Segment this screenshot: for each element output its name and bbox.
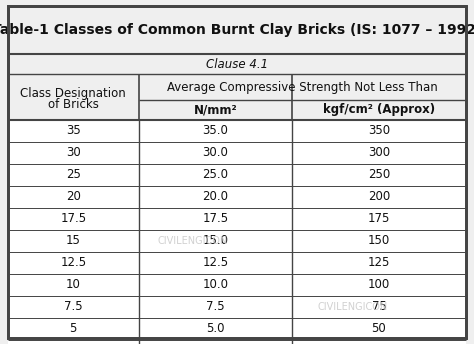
Bar [8, 252, 138, 274]
Text: 12.5: 12.5 [202, 257, 228, 269]
Bar [8, 142, 138, 164]
Text: 100: 100 [368, 279, 390, 291]
Text: 125: 125 [368, 257, 390, 269]
Text: 35: 35 [66, 125, 81, 138]
Text: 10.0: 10.0 [202, 279, 228, 291]
Text: 35.0: 35.0 [202, 125, 228, 138]
Bar [8, 230, 138, 252]
Text: 25: 25 [66, 169, 81, 182]
Bar [138, 340, 292, 344]
Bar [8, 340, 138, 344]
Bar [292, 208, 466, 230]
Text: 5.0: 5.0 [206, 323, 225, 335]
Bar [138, 274, 292, 296]
Text: 175: 175 [368, 213, 390, 226]
Text: 200: 200 [368, 191, 390, 204]
Bar [8, 6, 466, 54]
Bar [138, 164, 292, 186]
Text: 12.5: 12.5 [60, 257, 86, 269]
Text: 17.5: 17.5 [60, 213, 86, 226]
Text: 10: 10 [66, 279, 81, 291]
Bar [138, 120, 292, 142]
Text: 350: 350 [368, 125, 390, 138]
Bar [292, 340, 466, 344]
Text: 20.0: 20.0 [202, 191, 228, 204]
Text: 15.0: 15.0 [202, 235, 228, 247]
Text: 75: 75 [372, 301, 386, 313]
Text: 30.0: 30.0 [202, 147, 228, 160]
Text: 150: 150 [368, 235, 390, 247]
Text: 15: 15 [66, 235, 81, 247]
Text: 17.5: 17.5 [202, 213, 228, 226]
Bar [8, 74, 466, 120]
Text: 30: 30 [66, 147, 81, 160]
Bar [138, 186, 292, 208]
Bar [8, 274, 138, 296]
Text: 300: 300 [368, 147, 390, 160]
Text: 7.5: 7.5 [206, 301, 225, 313]
Bar [292, 274, 466, 296]
Text: Table-1 Classes of Common Burnt Clay Bricks (IS: 1077 – 1992): Table-1 Classes of Common Burnt Clay Bri… [0, 23, 474, 37]
Bar [292, 296, 466, 318]
Text: 250: 250 [368, 169, 390, 182]
Bar [138, 318, 292, 340]
Text: Clause 4.1: Clause 4.1 [206, 57, 268, 71]
Text: N/mm²: N/mm² [193, 104, 237, 117]
Bar [292, 120, 466, 142]
Bar [138, 252, 292, 274]
Text: 50: 50 [372, 323, 386, 335]
Bar [292, 318, 466, 340]
Text: CIVILENGICON: CIVILENGICON [318, 302, 388, 312]
Text: 20: 20 [66, 191, 81, 204]
Bar [292, 186, 466, 208]
Text: Average Compressive Strength Not Less Than: Average Compressive Strength Not Less Th… [167, 80, 438, 94]
Bar [8, 208, 138, 230]
Bar [8, 186, 138, 208]
Bar [8, 120, 138, 142]
Text: Class Designation: Class Designation [20, 87, 126, 100]
Bar [292, 164, 466, 186]
Text: of Bricks: of Bricks [48, 97, 99, 110]
Text: CIVILENGICON: CIVILENGICON [157, 236, 228, 246]
Bar [138, 230, 292, 252]
Text: 5: 5 [70, 323, 77, 335]
Bar [292, 252, 466, 274]
Text: kgf/cm² (Approx): kgf/cm² (Approx) [323, 104, 435, 117]
Bar [292, 142, 466, 164]
Bar [8, 54, 466, 74]
Bar [138, 142, 292, 164]
Bar [138, 296, 292, 318]
Bar [138, 208, 292, 230]
Bar [8, 318, 138, 340]
Text: 7.5: 7.5 [64, 301, 82, 313]
Bar [292, 230, 466, 252]
Bar [8, 164, 138, 186]
Text: 25.0: 25.0 [202, 169, 228, 182]
Bar [8, 296, 138, 318]
